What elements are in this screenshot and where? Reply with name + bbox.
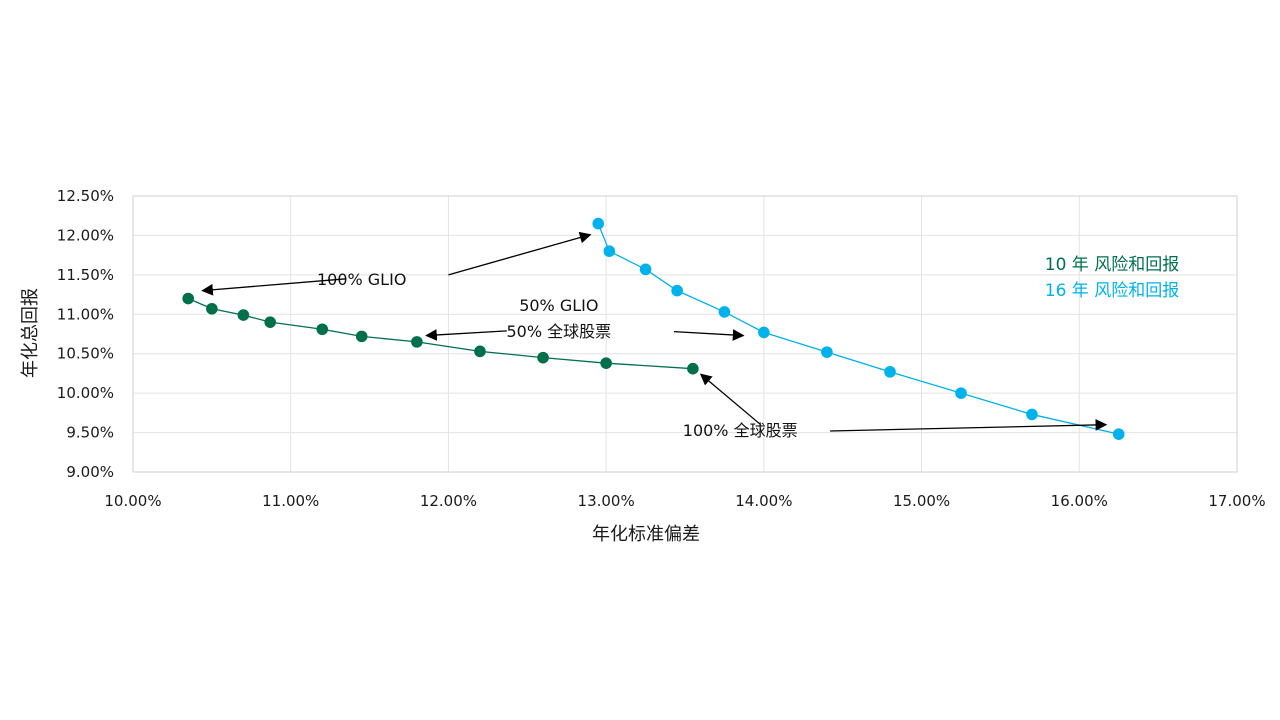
data-point-0-1 — [206, 302, 218, 315]
legend-label-10yr: 10 年 风险和回报 — [1045, 255, 1179, 275]
y-tick-label: 12.50% — [57, 187, 114, 205]
gridlines — [132, 195, 1238, 473]
annotation-eq100: 100% 全球股票 — [683, 421, 798, 440]
data-point-0-7 — [474, 345, 486, 358]
x-tick-label: 12.00% — [420, 492, 477, 510]
data-point-1-5 — [758, 326, 770, 339]
annotation-glio50: 50% GLIO — [519, 296, 598, 315]
legend-label-16yr: 16 年 风险和回报 — [1045, 281, 1179, 301]
x-tick-label: 16.00% — [1051, 492, 1108, 510]
x-tick-label: 17.00% — [1208, 492, 1265, 510]
annotation-glio100: 100% GLIO — [317, 270, 406, 289]
annotation-arrow-glio100-0 — [201, 278, 346, 296]
data-point-0-4 — [316, 323, 329, 336]
y-tick-label: 11.50% — [57, 266, 114, 284]
plot-area — [132, 195, 1238, 473]
y-axis-title: 年化总回报 — [20, 288, 41, 378]
data-point-0-10 — [687, 362, 699, 375]
data-point-1-2 — [639, 263, 652, 276]
annotation-arrow-eq100-1 — [830, 419, 1108, 432]
y-tick-label: 9.00% — [66, 463, 114, 481]
y-tick-label: 9.50% — [66, 424, 114, 442]
data-point-1-9 — [1026, 408, 1038, 421]
series-line-0 — [187, 297, 693, 370]
data-point-1-0 — [592, 217, 605, 230]
data-point-1-4 — [718, 306, 731, 318]
annotation-arrow-eq50-0 — [425, 329, 507, 341]
data-point-1-6 — [821, 346, 833, 358]
y-tick-label: 10.50% — [57, 345, 114, 363]
data-point-0-0 — [182, 292, 194, 305]
data-point-0-9 — [600, 357, 612, 369]
data-point-1-10 — [1112, 428, 1125, 440]
annotation-eq50: 50% 全球股票 — [507, 322, 612, 341]
series-points — [182, 217, 1125, 440]
x-tick-label: 11.00% — [262, 492, 319, 510]
x-tick-label: 10.00% — [104, 492, 161, 510]
data-point-1-7 — [884, 366, 896, 378]
data-point-0-5 — [355, 330, 368, 343]
data-point-0-6 — [411, 336, 423, 348]
annotation-arrow-eq100-0 — [699, 373, 762, 426]
data-point-1-3 — [671, 284, 683, 297]
annotations: 100% GLIO 50% GLIO 50% 全球股票 100% 全球股票 — [201, 231, 1108, 440]
y-tick-label: 10.00% — [57, 384, 114, 402]
y-axis-ticks: 9.00% 9.50% 10.00% 10.50% 11.00% 11.50% 12.00%… — [57, 187, 114, 481]
x-tick-label: 14.00% — [735, 492, 792, 510]
data-point-0-8 — [537, 351, 549, 364]
annotation-arrow-glio100-1 — [448, 231, 592, 276]
x-tick-label: 15.00% — [893, 492, 950, 510]
series-line-1 — [597, 223, 1119, 435]
data-point-1-1 — [603, 245, 616, 257]
data-point-0-3 — [264, 316, 277, 328]
data-point-0-2 — [237, 309, 250, 321]
x-axis-title: 年化标准偏差 — [592, 524, 700, 545]
x-axis-ticks: 10.00% 11.00% 12.00% 13.00% 14.00% 15.00% 16.0… — [104, 492, 1265, 510]
data-point-1-8 — [955, 387, 967, 399]
x-tick-label: 13.00% — [578, 492, 635, 510]
y-tick-label: 12.00% — [57, 226, 114, 244]
y-tick-label: 11.00% — [57, 305, 114, 323]
annotation-arrow-eq50-1 — [673, 329, 745, 341]
